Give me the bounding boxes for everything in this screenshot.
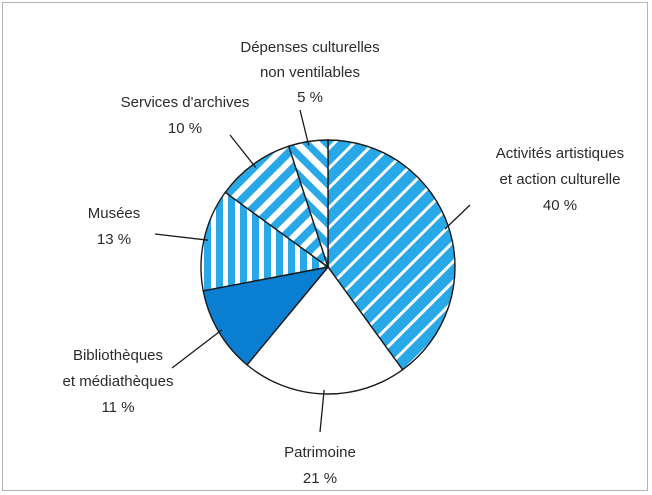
leader-line xyxy=(299,109,310,146)
pie-slice xyxy=(327,139,456,371)
leader-line xyxy=(319,389,325,433)
slice-label-patrimoine: Patrimoine 21 % xyxy=(284,444,356,487)
label-line: Services d'archives xyxy=(121,94,250,111)
label-line: Patrimoine xyxy=(284,444,356,461)
label-line: Musées xyxy=(88,205,141,222)
label-line: Dépenses culturelles xyxy=(240,39,379,56)
leader-line xyxy=(444,204,471,230)
slice-label-non-ventilables: Dépenses culturelles non ventilables 5 % xyxy=(240,39,379,106)
label-line: non ventilables xyxy=(260,64,360,81)
slice-label-bibliotheques: Bibliothèques et médiathèques 11 % xyxy=(63,347,174,416)
pct-label: 40 % xyxy=(543,197,577,214)
leader-line xyxy=(154,233,209,241)
pct-label: 10 % xyxy=(168,120,202,137)
label-line: et action culturelle xyxy=(500,171,621,188)
leader-line xyxy=(229,134,257,168)
label-line: et médiathèques xyxy=(63,373,174,390)
pie-slices xyxy=(200,139,456,395)
pct-label: 5 % xyxy=(297,89,323,106)
leader-lines xyxy=(154,109,471,433)
slice-label-musees: Musées 13 % xyxy=(88,205,141,248)
slice-label-activites: Activités artistiques et action culturel… xyxy=(496,145,624,214)
slice-label-archives: Services d'archives 10 % xyxy=(121,94,250,137)
label-line: Bibliothèques xyxy=(73,347,163,364)
label-line: Activités artistiques xyxy=(496,145,624,162)
pct-label: 13 % xyxy=(97,231,131,248)
leader-line xyxy=(171,329,223,369)
pct-label: 21 % xyxy=(303,470,337,487)
pct-label: 11 % xyxy=(101,399,134,416)
